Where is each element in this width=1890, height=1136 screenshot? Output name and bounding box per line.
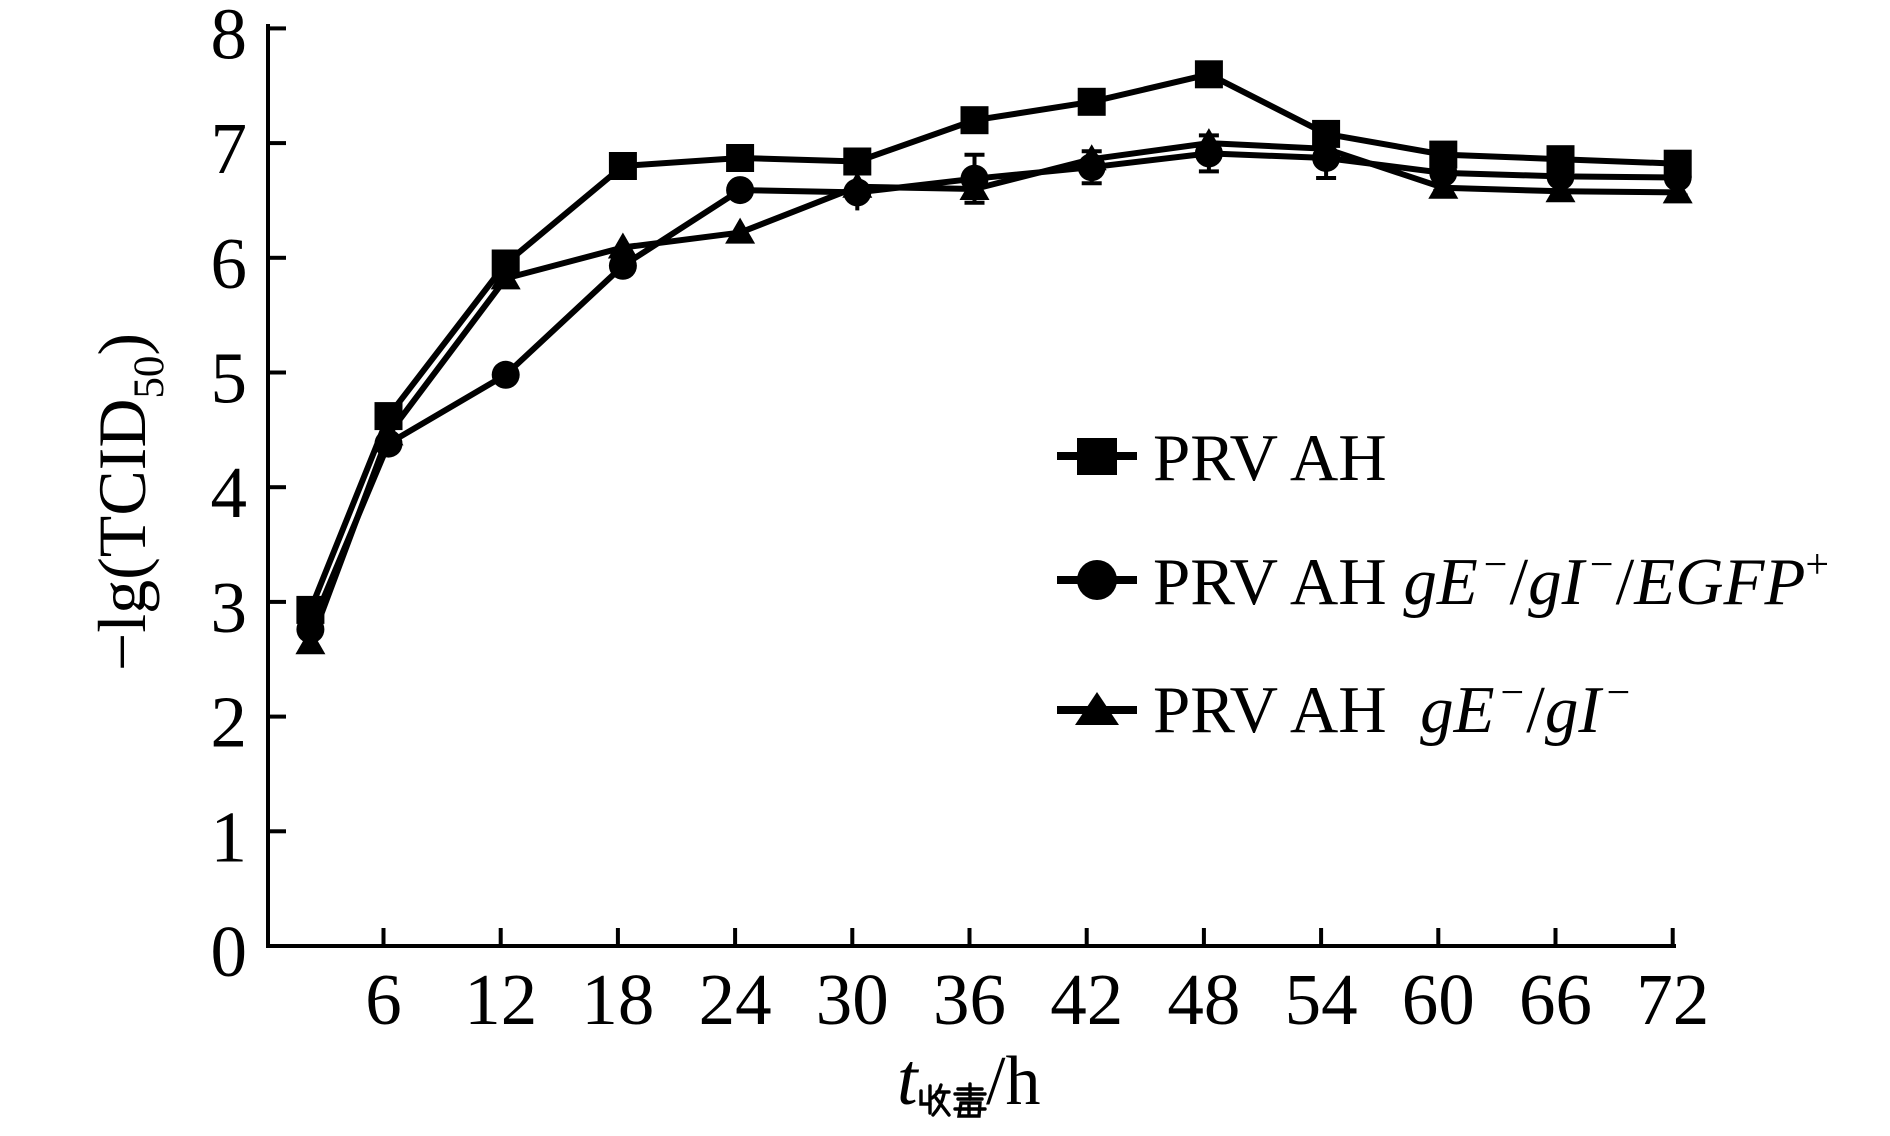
svg-text:24: 24 [699, 959, 772, 1040]
svg-text:30: 30 [816, 959, 889, 1040]
svg-text:3: 3 [211, 567, 248, 648]
svg-text:6: 6 [365, 959, 402, 1040]
svg-text:48: 48 [1167, 959, 1240, 1040]
svg-text:60: 60 [1402, 959, 1475, 1040]
svg-text:0: 0 [211, 911, 248, 992]
svg-text:PRV AH: PRV AH [1153, 421, 1387, 495]
svg-text:−lg(TCID50): −lg(TCID50) [84, 333, 173, 671]
svg-text:2: 2 [211, 682, 248, 763]
svg-text:54: 54 [1285, 959, 1358, 1040]
svg-text:7: 7 [211, 108, 248, 189]
svg-text:36: 36 [933, 959, 1006, 1040]
svg-text:PRV AH gE−/gI−: PRV AH gE −/gI − [1153, 670, 1630, 747]
svg-text:18: 18 [581, 959, 654, 1040]
svg-text:8: 8 [211, 0, 248, 74]
svg-text:66: 66 [1519, 959, 1592, 1040]
svg-text:/h: /h [986, 1043, 1040, 1120]
svg-text:5: 5 [211, 338, 248, 419]
svg-text:4: 4 [211, 452, 248, 533]
svg-text:12: 12 [464, 959, 537, 1040]
svg-text:1: 1 [211, 796, 248, 877]
svg-text:42: 42 [1050, 959, 1123, 1040]
svg-text:6: 6 [211, 223, 248, 304]
svg-text:72: 72 [1636, 959, 1709, 1040]
svg-text:t: t [897, 1039, 920, 1121]
